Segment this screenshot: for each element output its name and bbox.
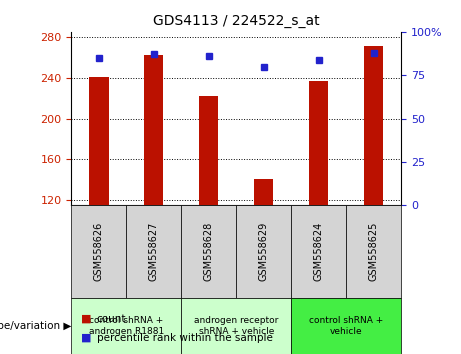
- Text: ■: ■: [81, 314, 91, 324]
- Bar: [364, 46, 383, 205]
- Text: count: count: [97, 314, 126, 324]
- Bar: [144, 55, 164, 205]
- Bar: [181, 205, 236, 297]
- Text: GDS4113 / 224522_s_at: GDS4113 / 224522_s_at: [153, 14, 319, 28]
- Text: ■: ■: [81, 333, 91, 343]
- Text: genotype/variation ▶: genotype/variation ▶: [0, 321, 71, 331]
- Bar: [181, 297, 291, 354]
- Text: control shRNA +
vehicle: control shRNA + vehicle: [309, 316, 383, 336]
- Bar: [71, 297, 181, 354]
- Bar: [126, 205, 181, 297]
- Bar: [199, 96, 219, 205]
- Bar: [71, 205, 126, 297]
- Bar: [291, 297, 401, 354]
- Text: GSM558628: GSM558628: [204, 222, 214, 281]
- Text: GSM558629: GSM558629: [259, 222, 269, 281]
- Bar: [346, 205, 401, 297]
- Text: percentile rank within the sample: percentile rank within the sample: [97, 333, 273, 343]
- Bar: [291, 205, 346, 297]
- Text: GSM558624: GSM558624: [313, 222, 324, 281]
- Bar: [309, 81, 328, 205]
- Bar: [236, 205, 291, 297]
- Bar: [89, 77, 108, 205]
- Text: control shRNA +
androgen R1881: control shRNA + androgen R1881: [89, 316, 164, 336]
- Text: GSM558625: GSM558625: [369, 222, 378, 281]
- Text: GSM558627: GSM558627: [149, 222, 159, 281]
- Text: GSM558626: GSM558626: [94, 222, 104, 281]
- Bar: [254, 179, 273, 205]
- Text: androgen receptor
shRNA + vehicle: androgen receptor shRNA + vehicle: [194, 316, 278, 336]
